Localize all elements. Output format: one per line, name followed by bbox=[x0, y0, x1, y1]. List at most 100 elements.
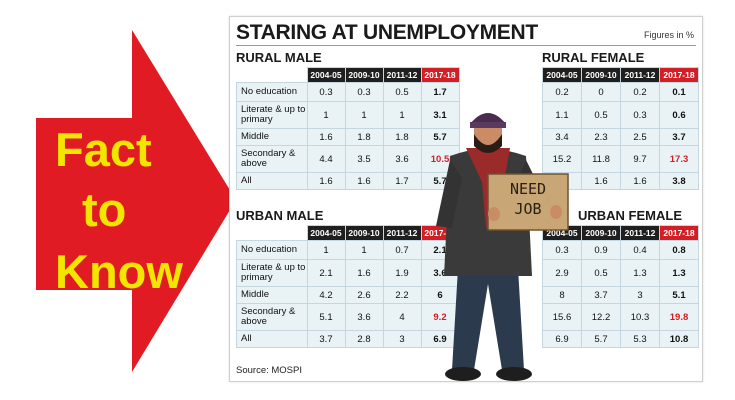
table-row: Secondary & above 5.1 3.6 4 9.2 bbox=[236, 303, 460, 331]
data-cell: 4 bbox=[382, 303, 422, 331]
data-cell: 0.3 bbox=[620, 101, 660, 129]
data-cell: 11.8 bbox=[581, 145, 621, 173]
table-row: Literate & up to primary 1 1 1 3.1 bbox=[236, 101, 460, 129]
data-cell: 0.7 bbox=[382, 240, 422, 260]
section-title-rural-male: RURAL MALE bbox=[236, 50, 322, 65]
table-row: Middle 1.6 1.8 1.8 5.7 bbox=[236, 128, 460, 146]
table-row: 0.3 0.9 0.4 0.8 bbox=[542, 240, 699, 260]
table-row: 3.4 2.3 2.5 3.7 bbox=[542, 128, 699, 146]
section-title-urban-male: URBAN MALE bbox=[236, 208, 324, 223]
data-cell: 5.7 bbox=[581, 330, 621, 348]
data-cell: 2.6 bbox=[344, 286, 384, 304]
table-row: Secondary & above 4.4 3.5 3.6 10.5 bbox=[236, 145, 460, 173]
data-cell: 3.6 bbox=[382, 145, 422, 173]
data-cell: 8 bbox=[542, 286, 582, 304]
data-cell: 1.6 bbox=[344, 172, 384, 190]
data-cell: 1.6 bbox=[306, 128, 346, 146]
column-header: 2011-12 bbox=[382, 225, 422, 241]
data-cell: 1.6 bbox=[306, 172, 346, 190]
data-cell: 3.7 bbox=[581, 286, 621, 304]
data-cell: 2.9 bbox=[542, 259, 582, 287]
data-cell: 2.5 bbox=[620, 128, 660, 146]
table-row: Literate & up to primary 2.1 1.6 1.9 3.6 bbox=[236, 259, 460, 287]
column-header: 2004-05 bbox=[306, 67, 346, 83]
fact-to-know-arrow: Fact to Know bbox=[0, 0, 236, 400]
row-label: Secondary & above bbox=[236, 303, 308, 331]
data-cell: 5.1 bbox=[306, 303, 346, 331]
table-row: 6.9 5.7 5.3 10.8 bbox=[542, 330, 699, 348]
section-title-urban-female: URBAN FEMALE bbox=[578, 208, 682, 223]
row-label: Middle bbox=[236, 286, 308, 304]
header-blank-cell bbox=[237, 226, 308, 241]
headline: STARING AT UNEMPLOYMENT bbox=[236, 21, 538, 44]
table-row: 15.6 12.2 10.3 19.8 bbox=[542, 303, 699, 331]
row-label: Literate & up to primary bbox=[236, 101, 308, 129]
column-header: 2017-18 bbox=[420, 67, 460, 83]
data-cell: 3.4 bbox=[542, 128, 582, 146]
data-cell: 0.3 bbox=[344, 82, 384, 102]
column-header: 2011-12 bbox=[620, 67, 660, 83]
data-cell: 0.4 bbox=[620, 240, 660, 260]
data-cell: 1.8 bbox=[344, 128, 384, 146]
column-header: 2004-05 bbox=[306, 225, 346, 241]
data-cell: 0.9 bbox=[581, 240, 621, 260]
column-header: 2009-10 bbox=[344, 225, 384, 241]
table-row: All 1.6 1.6 1.7 5.7 bbox=[236, 172, 460, 190]
sign-text-line-2: JOB bbox=[514, 200, 542, 218]
table-row: Middle 4.2 2.6 2.2 6 bbox=[236, 286, 460, 304]
data-cell: 6.9 bbox=[542, 330, 582, 348]
data-cell: 5.3 bbox=[620, 330, 660, 348]
data-cell: 0.2 bbox=[620, 82, 660, 102]
row-label: All bbox=[236, 172, 308, 190]
arrow-word-3: Know bbox=[55, 245, 183, 298]
row-label: Secondary & above bbox=[236, 145, 308, 173]
job-seeker-figure-icon bbox=[436, 113, 569, 381]
arrow-word-1: Fact bbox=[55, 123, 152, 176]
data-cell: 17.3 bbox=[659, 145, 699, 173]
data-cell: 1.6 bbox=[620, 172, 660, 190]
table-header-row: 2004-05 2009-10 2011-12 2017-18 bbox=[237, 225, 460, 241]
data-cell: 1 bbox=[306, 240, 346, 260]
data-cell: 6 bbox=[420, 286, 460, 304]
data-cell: 1 bbox=[344, 101, 384, 129]
data-cell: 19.8 bbox=[659, 303, 699, 331]
row-label: No education bbox=[236, 82, 308, 102]
red-arrow-icon bbox=[36, 30, 236, 372]
data-cell: 4.2 bbox=[306, 286, 346, 304]
sign-text-line-1: NEED bbox=[509, 180, 547, 198]
table-row: 0.2 0 0.2 0.1 bbox=[542, 82, 699, 102]
data-cell: 6.9 bbox=[420, 330, 460, 348]
row-label: Literate & up to primary bbox=[236, 259, 308, 287]
table-row: No education 1 1 0.7 2.1 bbox=[236, 240, 460, 260]
data-cell: 3.8 bbox=[659, 172, 699, 190]
data-cell: 0 bbox=[581, 82, 621, 102]
data-cell: 9.2 bbox=[420, 303, 460, 331]
data-cell: 0.6 bbox=[659, 101, 699, 129]
data-cell: 5.1 bbox=[659, 286, 699, 304]
data-cell: 1.1 bbox=[542, 101, 582, 129]
data-cell: 1.7 bbox=[382, 172, 422, 190]
row-label: Middle bbox=[236, 128, 308, 146]
column-header: 2009-10 bbox=[581, 225, 621, 241]
data-cell: 1.6 bbox=[581, 172, 621, 190]
table-row: All 3.7 2.8 3 6.9 bbox=[236, 330, 460, 348]
table-rural-female: 2004-05 2009-10 2011-12 2017-18 0.2 0 0.2 0.1 1.… bbox=[542, 67, 699, 190]
data-cell: 1 bbox=[306, 101, 346, 129]
data-cell: 1.6 bbox=[344, 259, 384, 287]
data-cell: 3.6 bbox=[344, 303, 384, 331]
data-cell: 0.2 bbox=[542, 82, 582, 102]
headline-rule bbox=[236, 45, 696, 46]
column-header: 2011-12 bbox=[382, 67, 422, 83]
data-cell: 1.3 bbox=[620, 259, 660, 287]
job-seeker-illustration: NEED JOB bbox=[430, 108, 580, 388]
section-title-rural-female: RURAL FEMALE bbox=[542, 50, 645, 65]
data-cell: 12.2 bbox=[581, 303, 621, 331]
arrow-word-2: to bbox=[82, 183, 127, 236]
data-cell: 2.8 bbox=[344, 330, 384, 348]
column-header: 2009-10 bbox=[581, 67, 621, 83]
column-header: 2017-18 bbox=[659, 225, 699, 241]
data-cell: 10.8 bbox=[659, 330, 699, 348]
column-header: 2011-12 bbox=[620, 225, 660, 241]
column-header: 2009-10 bbox=[344, 67, 384, 83]
column-header: 2017-18 bbox=[659, 67, 699, 83]
